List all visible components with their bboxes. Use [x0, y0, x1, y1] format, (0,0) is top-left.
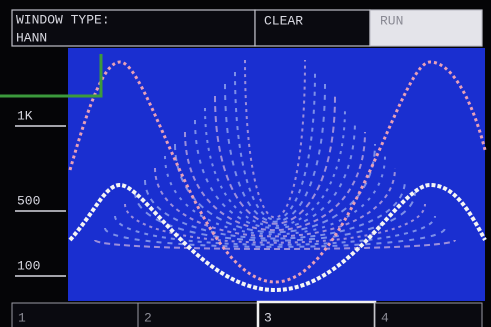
- harmonic-arc: [174, 143, 376, 234]
- harmonic-arc: [154, 167, 396, 238]
- window-type-value: HANN: [16, 30, 47, 45]
- axis-label: 1K: [17, 108, 33, 123]
- harmonics: [94, 59, 456, 250]
- harmonic-arc: [224, 83, 326, 223]
- window-type-box[interactable]: [11, 9, 256, 47]
- tab-label: 2: [144, 310, 152, 325]
- harmonic-arc: [94, 239, 456, 250]
- tab-label: 1: [18, 310, 26, 325]
- axis-label: 100: [17, 258, 40, 273]
- harmonic-arc: [144, 179, 406, 240]
- harmonic-arc: [134, 191, 416, 242]
- tab[interactable]: [11, 302, 139, 327]
- tab-label: 4: [381, 310, 389, 325]
- run-button[interactable]: [369, 9, 483, 47]
- harmonic-arc: [184, 131, 366, 232]
- tab-selected[interactable]: [256, 300, 377, 327]
- axis-label: 500: [17, 193, 40, 208]
- tab[interactable]: [137, 302, 259, 327]
- tab-label: 3: [264, 310, 272, 325]
- harmonic-curve: [68, 60, 487, 284]
- callout: [0, 54, 103, 98]
- harmonic-arc: [204, 107, 346, 227]
- fundamental-curve: [68, 182, 487, 293]
- clear-label: CLEAR: [264, 13, 303, 28]
- window-type-label: WINDOW TYPE:: [16, 12, 110, 27]
- run-label: RUN: [380, 13, 403, 28]
- harmonic-arc: [124, 203, 426, 244]
- spectrogram: [68, 48, 485, 301]
- harmonic-arc: [214, 95, 336, 225]
- harmonic-arc: [164, 155, 386, 236]
- clear-button[interactable]: [254, 9, 371, 47]
- harmonic-arc: [194, 119, 356, 229]
- tab[interactable]: [374, 302, 483, 327]
- harmonic-arc: [114, 215, 436, 246]
